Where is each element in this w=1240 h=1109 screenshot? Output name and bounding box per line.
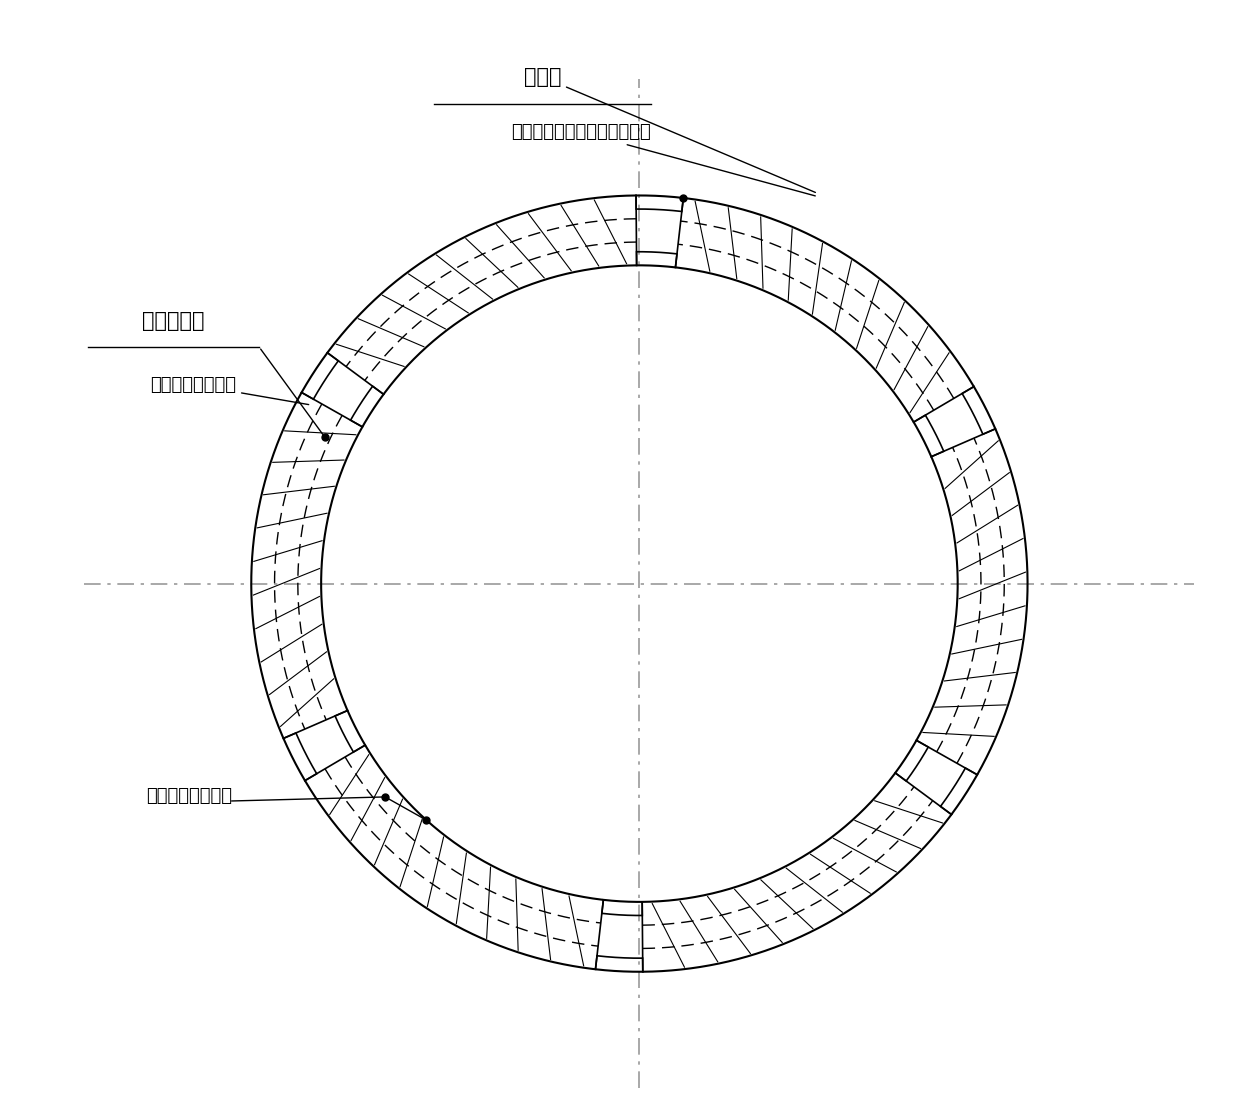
Text: 用于模拟管片本体: 用于模拟管片本体 [150, 376, 309, 405]
Text: 用于模拟管片接头的综合效应: 用于模拟管片接头的综合效应 [511, 123, 815, 196]
Text: 环缝消减槽底边线: 环缝消减槽底边线 [146, 787, 232, 805]
Text: 一般断面区: 一般断面区 [143, 312, 205, 332]
Text: 消减槽: 消减槽 [523, 67, 816, 193]
